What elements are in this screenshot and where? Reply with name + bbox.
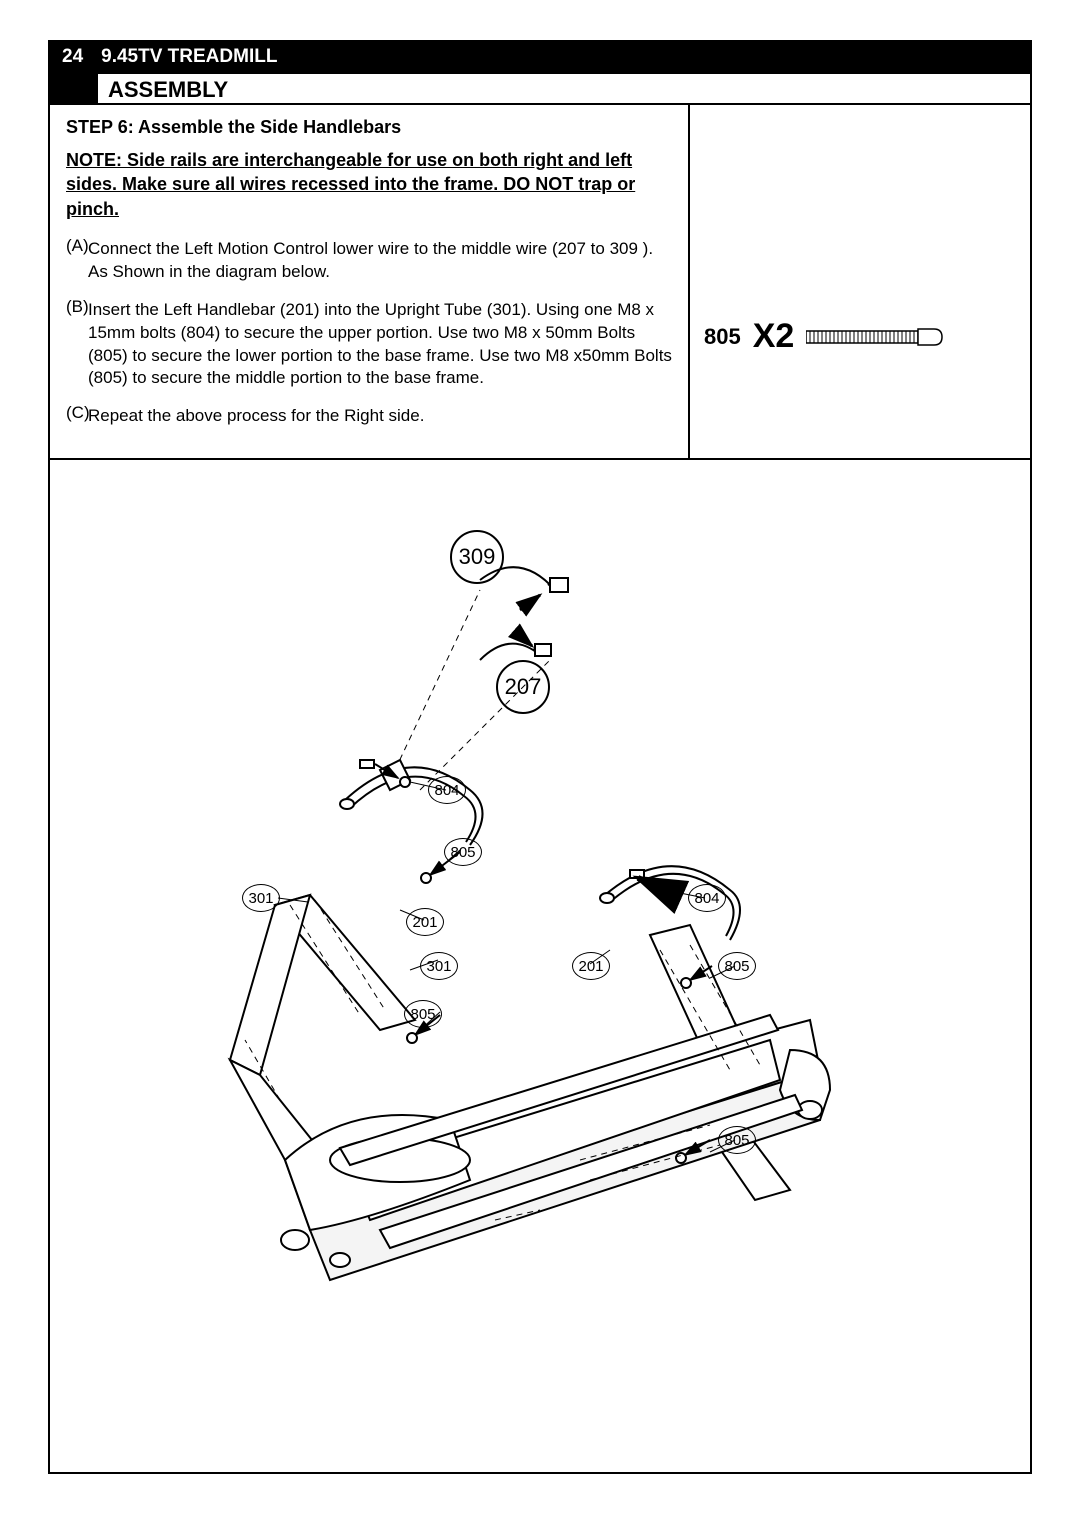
diagram-callout-309: 309 — [450, 530, 504, 584]
instruction-b-label: (B) — [66, 297, 89, 316]
hardware-column: 805 X2 — [690, 105, 1030, 458]
section-title: ASSEMBLY — [98, 74, 1030, 104]
hardware-quantity: X2 — [753, 317, 795, 356]
content-frame: ASSEMBLY STEP 6: Assemble the Side Handl… — [48, 74, 1032, 1474]
instruction-a-label: (A) — [66, 236, 89, 255]
instruction-b-text: Insert the Left Handlebar (201) into the… — [66, 299, 672, 391]
instruction-a-text: Connect the Left Motion Control lower wi… — [66, 238, 672, 284]
page-header: 24 9.45TV TREADMILL — [48, 40, 1032, 74]
assembly-diagram: 309 207 804 805 301 201 301 201 804 805 … — [50, 460, 1030, 1460]
assembly-note: NOTE: Side rails are interchangeable for… — [66, 148, 672, 221]
page-number: 24 — [62, 46, 83, 68]
hardware-part-number: 805 — [704, 324, 741, 350]
instruction-c-label: (C) — [66, 403, 90, 422]
instruction-c-text: Repeat the above process for the Right s… — [66, 405, 672, 428]
step-label: STEP 6 — [66, 117, 128, 137]
instructions-column: STEP 6: Assemble the Side Handlebars NOT… — [50, 105, 690, 458]
bolt-icon — [806, 325, 946, 349]
instruction-c: (C) Repeat the above process for the Rig… — [66, 402, 672, 428]
instruction-b: (B) Insert the Left Handlebar (201) into… — [66, 296, 672, 391]
step-title: STEP 6: Assemble the Side Handlebars — [66, 117, 672, 138]
instruction-a: (A) Connect the Left Motion Control lowe… — [66, 235, 672, 284]
section-title-block — [50, 74, 98, 104]
step-name: Assemble the Side Handlebars — [138, 117, 401, 137]
diagram-callout-207: 207 — [496, 660, 550, 714]
product-name: 9.45TV TREADMILL — [101, 46, 277, 68]
